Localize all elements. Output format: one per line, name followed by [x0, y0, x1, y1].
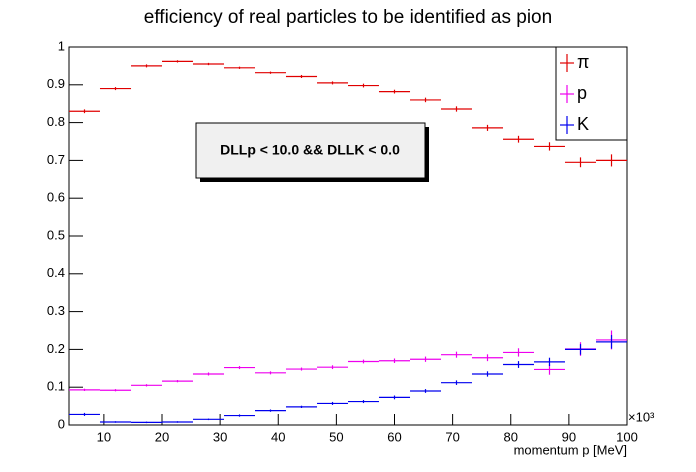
x-tick-label: 60 — [387, 429, 401, 444]
legend-label: p — [577, 83, 587, 103]
x-tick-label: 30 — [213, 429, 227, 444]
x-tick-label: 50 — [329, 429, 343, 444]
y-tick-label: 0.2 — [47, 341, 65, 356]
annotation: DLLp < 10.0 && DLLK < 0.0 — [220, 142, 400, 158]
x-multiplier: ×10³ — [628, 409, 655, 424]
x-tick-label: 70 — [445, 429, 459, 444]
legend-label: π — [577, 52, 589, 72]
annotation-box — [195, 122, 426, 179]
x-tick-label: 40 — [271, 429, 285, 444]
y-tick-label: 0.6 — [47, 190, 65, 205]
y-tick-label: 1 — [58, 38, 65, 53]
y-tick-label: 0.8 — [47, 114, 65, 129]
chart-title: efficiency of real particles to be ident… — [144, 7, 552, 28]
y-tick-label: 0.1 — [47, 379, 65, 394]
y-tick-label: 0 — [58, 416, 65, 431]
x-tick-label: 20 — [155, 429, 169, 444]
x-axis-title: momentum p [MeV] — [514, 442, 627, 457]
y-tick-label: 0.5 — [47, 227, 65, 242]
x-tick-label: 90 — [562, 429, 576, 444]
y-tick-label: 0.3 — [47, 303, 65, 318]
y-tick-label: 0.7 — [47, 152, 65, 167]
y-tick-label: 0.9 — [47, 76, 65, 91]
legend-label: K — [577, 114, 589, 134]
y-tick-label: 0.4 — [47, 265, 65, 280]
x-tick-label: 100 — [616, 429, 638, 444]
x-tick-label: 80 — [504, 429, 518, 444]
x-tick-label: 10 — [97, 429, 111, 444]
